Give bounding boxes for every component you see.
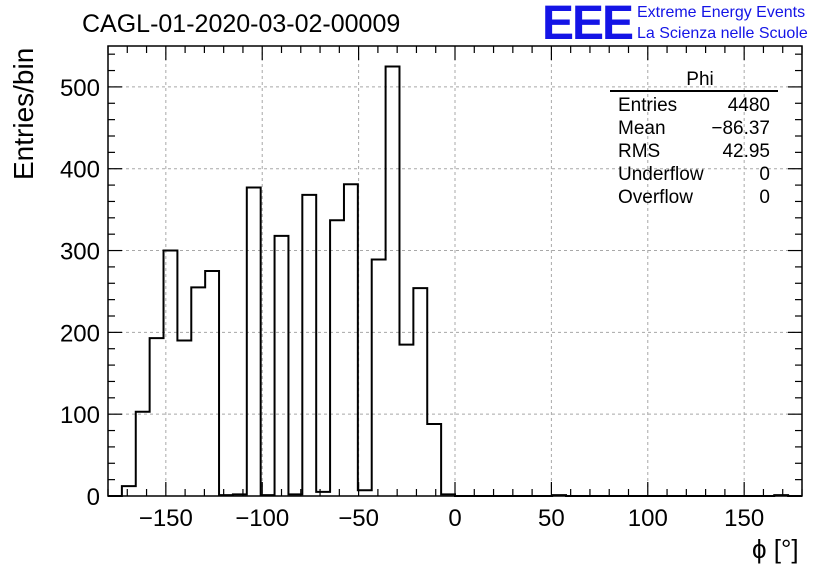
histogram-bin — [247, 188, 261, 496]
stats-label: Entries — [618, 95, 678, 116]
eee-logo: EEE — [542, 0, 634, 50]
x-tick-label: 100 — [628, 505, 668, 532]
stats-row-mean: Mean −86.37 — [610, 117, 778, 140]
x-axis-label: ϕ [°] — [752, 534, 799, 564]
stats-row-underflow: Underflow 0 — [610, 163, 778, 186]
grid-lines — [108, 46, 802, 496]
stats-label: Mean — [618, 118, 666, 139]
histogram-bin — [275, 236, 289, 496]
run-title: CAGL-01-2020-03-02-00009 — [82, 10, 401, 38]
histogram-bin — [191, 287, 205, 496]
histogram-bin — [344, 184, 358, 496]
stats-value: −86.37 — [711, 118, 770, 139]
stats-title: Phi — [610, 70, 778, 92]
y-axis-label: Entries/bin — [8, 47, 39, 180]
histogram-bin — [399, 345, 413, 496]
histogram-bin — [372, 260, 386, 496]
x-tick-label: −50 — [338, 505, 379, 532]
stats-row-rms: RMS 42.95 — [610, 140, 778, 163]
histogram-bin — [136, 412, 150, 496]
stats-label: RMS — [618, 141, 661, 162]
stats-label: Overflow — [618, 187, 693, 208]
x-tick-label: 50 — [538, 505, 565, 532]
histogram-bin — [413, 288, 427, 496]
y-tick-label: 400 — [60, 157, 100, 184]
stats-box: Phi Entries 4480 Mean −86.37 RMS 42.95 U… — [610, 70, 778, 209]
histogram-bin — [386, 66, 400, 496]
stats-value: 0 — [759, 187, 770, 208]
x-tick-label: −100 — [235, 505, 289, 532]
y-tick-label: 0 — [87, 484, 100, 511]
histogram-bin — [205, 271, 219, 496]
y-tick-label: 300 — [60, 239, 100, 266]
histogram-bin — [150, 338, 164, 496]
axes: −150 −100 −50 0 50 100 150 0 100 200 300 400 500 — [60, 45, 803, 532]
histogram-bin — [302, 195, 316, 496]
logo-text-line2: La Scienza nelle Scuole — [637, 25, 808, 42]
stats-row-entries: Entries 4480 — [610, 94, 778, 117]
histogram-bin — [122, 486, 136, 496]
stats-label: Underflow — [618, 164, 704, 185]
x-tick-label: 150 — [724, 505, 764, 532]
logo-text-line1: Extreme Energy Events — [637, 4, 806, 21]
stats-row-overflow: Overflow 0 — [610, 186, 778, 209]
y-tick-label: 100 — [60, 402, 100, 429]
y-tick-label: 500 — [60, 75, 100, 102]
stats-value: 4480 — [727, 95, 770, 116]
stats-value: 0 — [759, 164, 770, 185]
histogram-bin — [177, 341, 191, 496]
y-tick-label: 200 — [60, 320, 100, 347]
stats-value: 42.95 — [722, 141, 770, 162]
histogram-bin — [330, 220, 344, 496]
x-tick-label: −150 — [139, 505, 193, 532]
histogram-bin — [427, 424, 441, 496]
x-tick-label: 0 — [448, 505, 461, 532]
